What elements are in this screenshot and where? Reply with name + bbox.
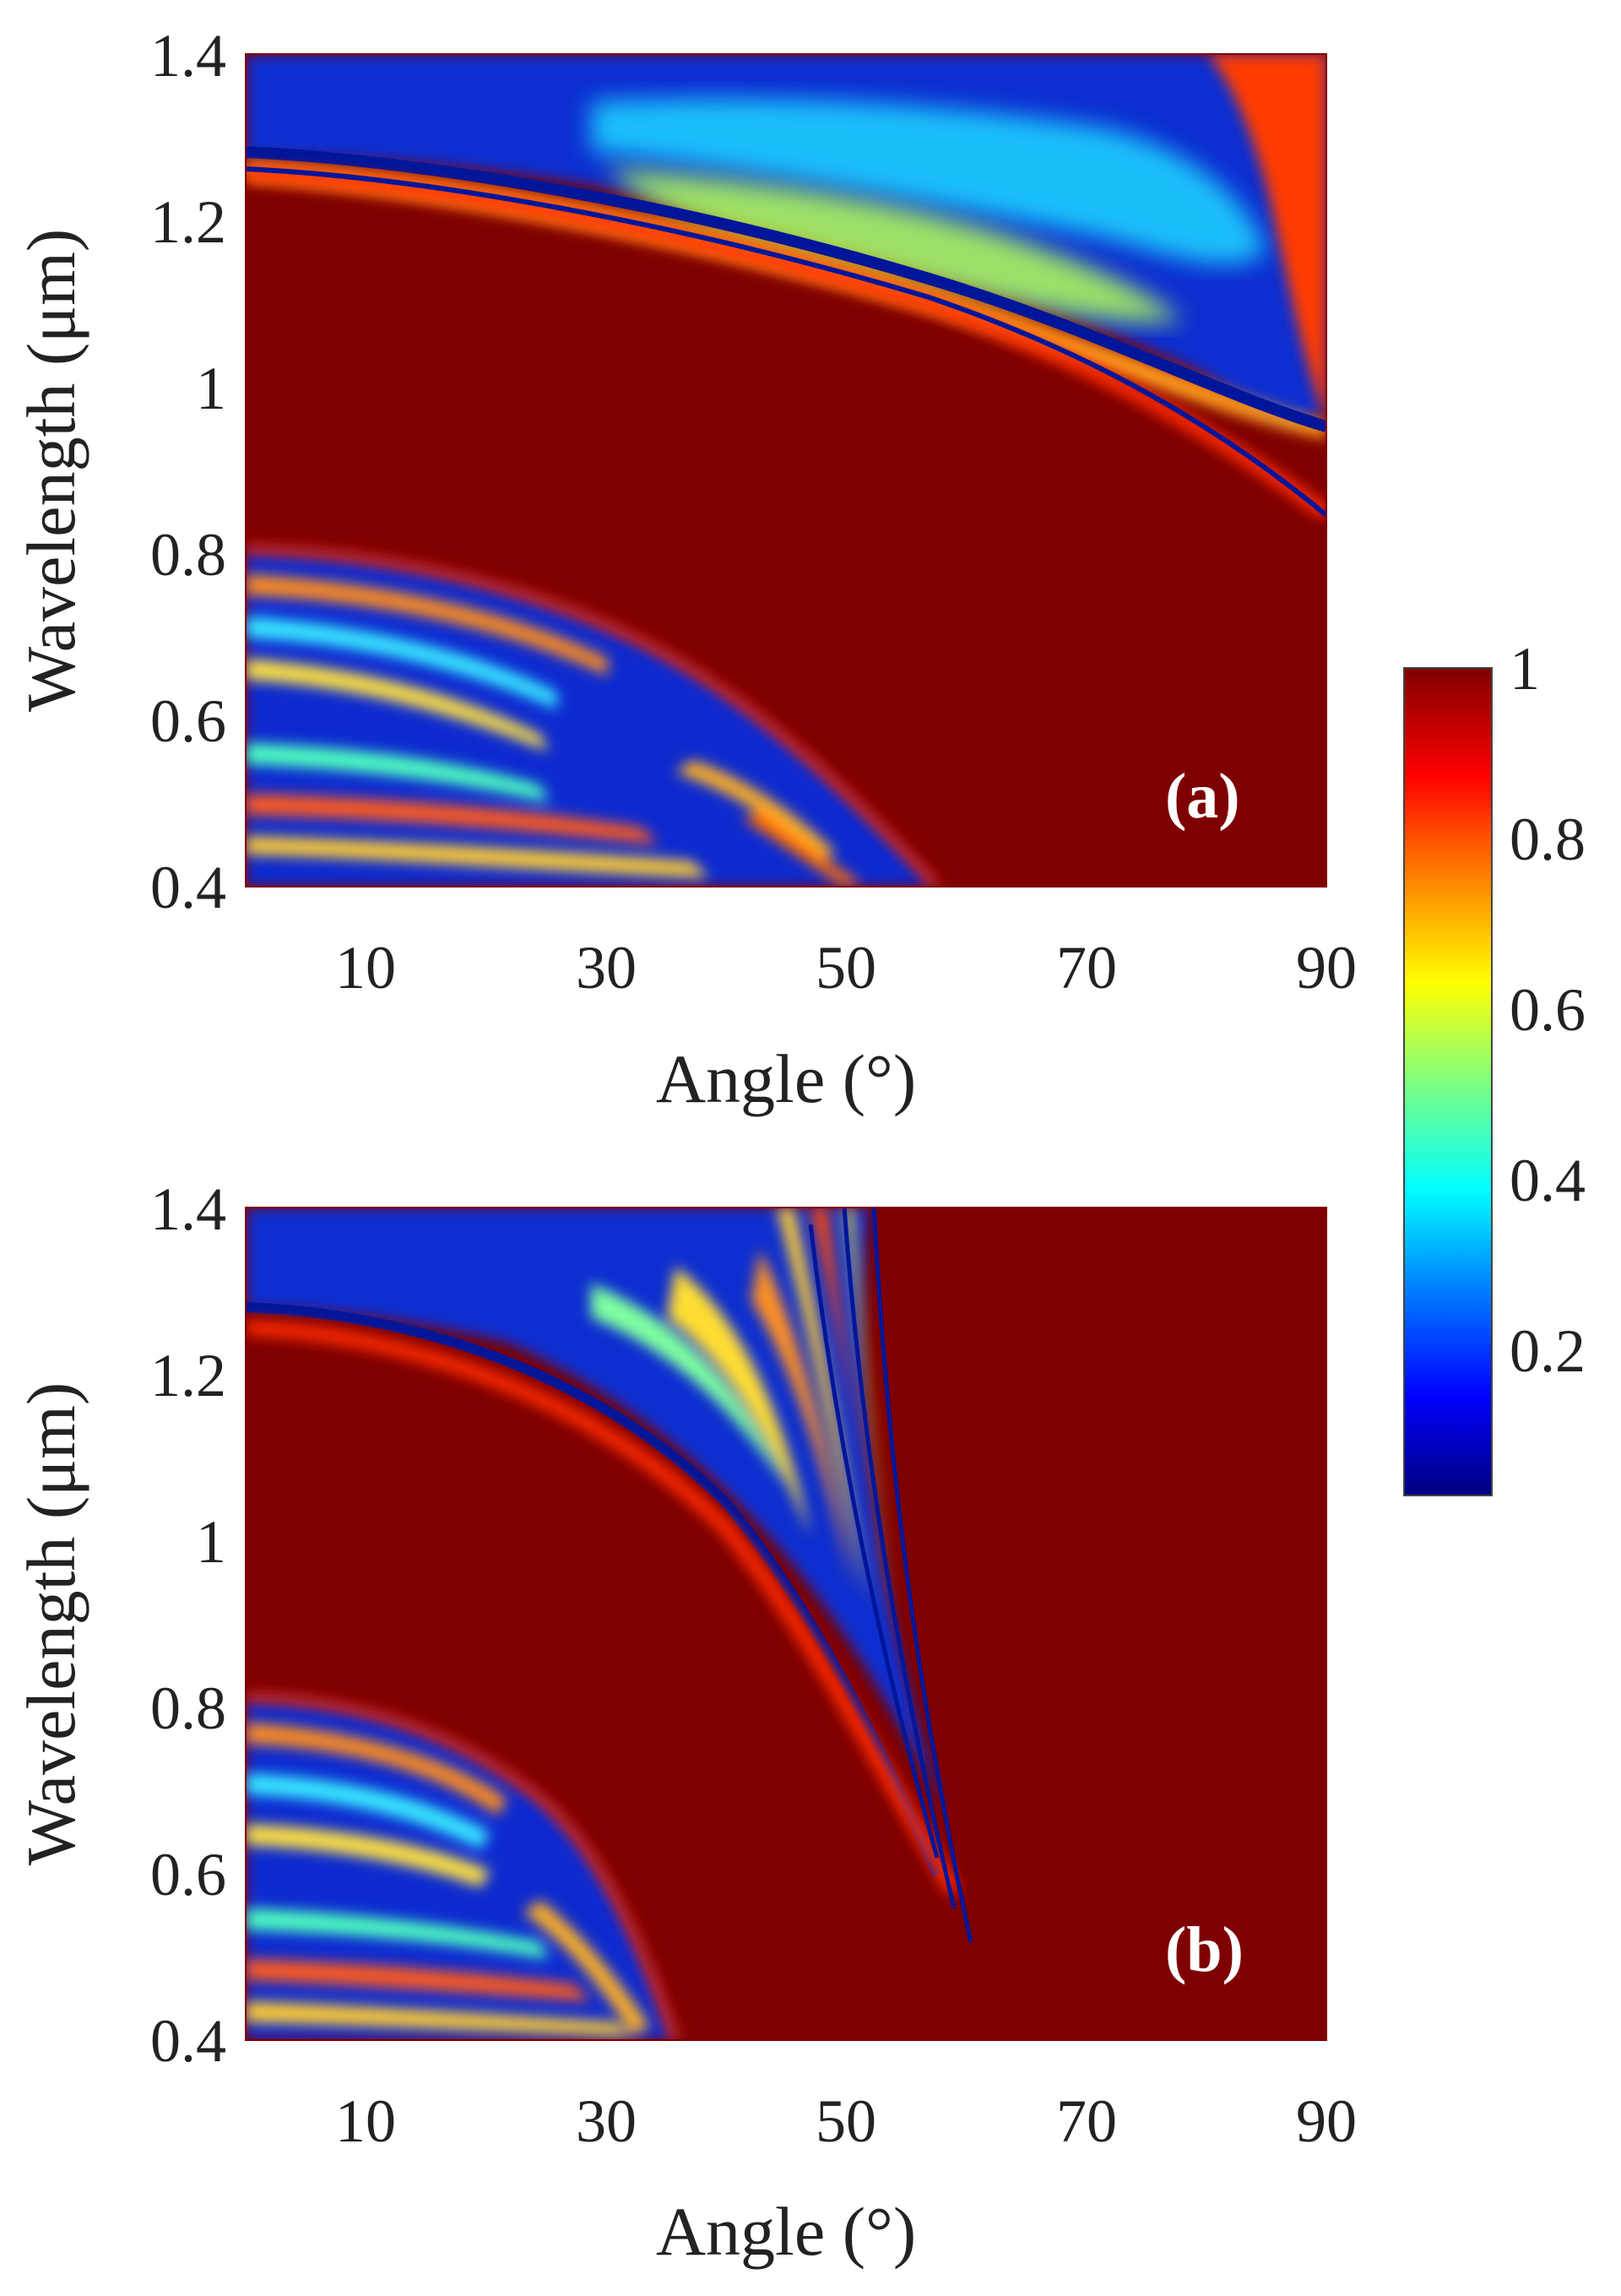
xlabel-b: Angle (°) [656,2193,916,2270]
colorbar-gradient [1403,667,1493,1496]
ytick-a-1p4: 1.4 [150,22,226,90]
heatmap-a-red-corner [1207,54,1326,422]
xlabel-a: Angle (°) [656,1040,916,1117]
panel-b-label: (b) [1165,1914,1244,1985]
xtick-b-30: 30 [576,2087,637,2155]
axes-a-yticks: 1.4 1.2 1 0.8 0.6 0.4 [150,22,226,921]
cbtick-0p2: 0.2 [1510,1317,1586,1385]
axes-b-yticks: 1.4 1.2 1 0.8 0.6 0.4 [150,1175,226,2075]
xtick-b-10: 10 [335,2087,396,2155]
ytick-a-1: 1 [196,355,226,422]
heatmap-b-red-edge [246,1320,961,1896]
heatmap-a-lower-red-edge [246,545,941,887]
panel-a-label: (a) [1165,761,1240,832]
heatmap-b-lower-fringes [246,1723,650,2037]
xtick-b-70: 70 [1056,2087,1117,2155]
cbtick-1: 1 [1510,635,1540,703]
xtick-a-90: 90 [1296,934,1357,1001]
ytick-b-0p4: 0.4 [150,2007,226,2075]
heatmap-b-converging-lines [808,1208,973,1943]
ylabel-a: Wavelength (μm) [13,229,89,712]
cbtick-0p4: 0.4 [1510,1147,1586,1214]
ytick-b-1p2: 1.2 [150,1342,226,1409]
heatmap-a-fringes [246,574,861,887]
colorbar: 1 0.8 0.6 0.4 0.2 [1403,635,1586,1496]
cbtick-0p6: 0.6 [1510,976,1586,1044]
ytick-b-0p6: 0.6 [150,1841,226,1908]
heatmap-a [246,54,1326,887]
heatmap-a-blue-stripe-1 [246,146,1326,432]
axes-b-frame [245,1207,1327,2041]
panel-b: (b) 1.4 1.2 1 0.8 0.6 0.4 10 30 50 70 90… [13,1175,1357,2270]
xtick-a-70: 70 [1056,934,1117,1001]
ylabel-b: Wavelength (μm) [13,1382,89,1865]
heatmap-a-green-lobe [608,169,1182,323]
ytick-b-0p8: 0.8 [150,1675,226,1742]
heatmap-a-red-edge [246,166,1326,520]
axes-b-xticks: 10 30 50 70 90 [335,2087,1357,2155]
xtick-a-50: 50 [816,934,876,1001]
heatmap-b-lower-red-edge [246,1693,680,2040]
heatmap-b [246,1208,1326,2040]
colorbar-ticks: 1 0.8 0.6 0.4 0.2 [1510,635,1586,1385]
xtick-b-90: 90 [1296,2087,1357,2155]
ytick-b-1p4: 1.4 [150,1175,226,1243]
xtick-b-50: 50 [816,2087,876,2155]
xtick-a-30: 30 [576,934,637,1001]
panel-a: (a) 1.4 1.2 1 0.8 0.6 0.4 10 30 50 70 90… [13,22,1357,1117]
xtick-a-10: 10 [335,934,396,1001]
heatmap-a-cyan-lobe [591,98,1266,264]
axes-a-frame [245,53,1327,887]
cbtick-0p8: 0.8 [1510,806,1586,873]
heatmap-b-upper-region [246,1208,946,1816]
heatmap-a-blue-stripe-2 [246,166,1326,518]
ytick-a-0p4: 0.4 [150,854,226,921]
axes-a-xticks: 10 30 50 70 90 [335,934,1357,1001]
ytick-a-0p8: 0.8 [150,521,226,589]
ytick-a-0p6: 0.6 [150,687,226,755]
ytick-b-1: 1 [196,1508,226,1576]
ytick-a-1p2: 1.2 [150,188,226,256]
